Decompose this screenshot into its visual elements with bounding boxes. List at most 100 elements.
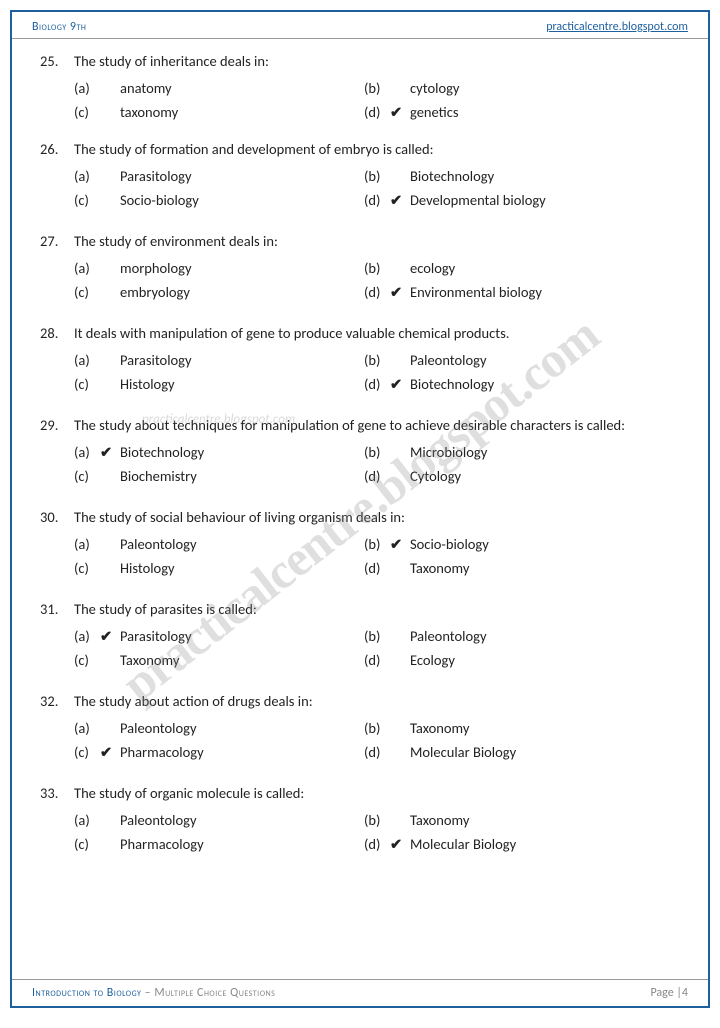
option-b: (b)Taxonomy (364, 718, 680, 739)
question: 29.The study about techniques for manipu… (40, 415, 680, 487)
option-a: (a)Paleontology (74, 810, 364, 831)
question: 30.The study of social behaviour of livi… (40, 507, 680, 579)
option-text: Parasitology (120, 626, 192, 647)
question-text: The study of inheritance deals in: (74, 51, 680, 72)
footer: Introduction to Biology – Multiple Choic… (12, 979, 708, 1006)
option-text: morphology (120, 258, 192, 279)
option-a: (a)anatomy (74, 78, 364, 99)
option-c: (c)Histology (74, 558, 364, 579)
question-text: The study of parasites is called: (74, 599, 680, 620)
option-b: (b)cytology (364, 78, 680, 99)
option-c: (c)✔Pharmacology (74, 742, 364, 763)
question-text: It deals with manipulation of gene to pr… (74, 323, 680, 344)
option-text: Socio-biology (120, 190, 199, 211)
option-b: (b)Biotechnology (364, 166, 680, 187)
option-d: (d)✔Environmental biology (364, 282, 680, 303)
question: 33.The study of organic molecule is call… (40, 783, 680, 855)
check-icon: ✔ (100, 442, 120, 463)
question: 26.The study of formation and developmen… (40, 139, 680, 211)
question-number: 32. (40, 691, 74, 712)
option-text: ecology (410, 258, 455, 279)
option-text: Biochemistry (120, 466, 197, 487)
option-text: Molecular Biology (410, 742, 516, 763)
option-text: embryology (120, 282, 190, 303)
option-text: Taxonomy (120, 650, 179, 671)
option-text: cytology (410, 78, 460, 99)
question-number: 29. (40, 415, 74, 436)
option-b: (b)Paleontology (364, 350, 680, 371)
option-a: (a)Parasitology (74, 350, 364, 371)
option-text: Ecology (410, 650, 455, 671)
option-a: (a)morphology (74, 258, 364, 279)
question-text: The study of organic molecule is called: (74, 783, 680, 804)
question-number: 33. (40, 783, 74, 804)
question-text: The study of environment deals in: (74, 231, 680, 252)
header-right: practicalcentre.blogspot.com (546, 20, 688, 34)
option-text: Biotechnology (120, 442, 204, 463)
question-number: 26. (40, 139, 74, 160)
check-icon: ✔ (390, 534, 410, 555)
header-left: Biology 9th (32, 20, 86, 34)
option-d: (d)Cytology (364, 466, 680, 487)
check-icon: ✔ (390, 190, 410, 211)
option-a: (a)✔Biotechnology (74, 442, 364, 463)
option-c: (c)Biochemistry (74, 466, 364, 487)
check-icon: ✔ (390, 282, 410, 303)
option-d: (d)Taxonomy (364, 558, 680, 579)
footer-left: Introduction to Biology – Multiple Choic… (32, 986, 275, 1000)
option-text: anatomy (120, 78, 172, 99)
option-text: Biotechnology (410, 166, 494, 187)
check-icon: ✔ (100, 626, 120, 647)
option-text: Paleontology (410, 350, 487, 371)
option-d: (d)✔Molecular Biology (364, 834, 680, 855)
check-icon: ✔ (390, 374, 410, 395)
check-icon: ✔ (390, 834, 410, 855)
option-text: Socio-biology (410, 534, 489, 555)
option-d: (d)Ecology (364, 650, 680, 671)
option-text: Cytology (410, 466, 461, 487)
question-number: 25. (40, 51, 74, 72)
option-c: (c)Pharmacology (74, 834, 364, 855)
option-text: Parasitology (120, 166, 192, 187)
option-text: Microbiology (410, 442, 487, 463)
option-d: (d)✔Biotechnology (364, 374, 680, 395)
option-text: Taxonomy (410, 558, 469, 579)
header: Biology 9th practicalcentre.blogspot.com (12, 12, 708, 39)
option-c: (c)Histology (74, 374, 364, 395)
question: 31.The study of parasites is called:(a)✔… (40, 599, 680, 671)
question-text: The study of social behaviour of living … (74, 507, 680, 528)
page-frame: practicalcentre.blogspot.com practicalce… (10, 10, 710, 1008)
question: 32.The study about action of drugs deals… (40, 691, 680, 763)
option-text: Histology (120, 374, 175, 395)
option-text: Paleontology (410, 626, 487, 647)
option-c: (c)Socio-biology (74, 190, 364, 211)
question-text: The study about action of drugs deals in… (74, 691, 680, 712)
option-text: Paleontology (120, 718, 197, 739)
option-text: Developmental biology (410, 190, 546, 211)
option-b: (b)Microbiology (364, 442, 680, 463)
option-d: (d)✔Developmental biology (364, 190, 680, 211)
question-number: 30. (40, 507, 74, 528)
footer-page: Page |4 (650, 986, 688, 1000)
question-number: 31. (40, 599, 74, 620)
option-d: (d)✔genetics (364, 102, 680, 123)
question-number: 28. (40, 323, 74, 344)
question-text: The study about techniques for manipulat… (74, 415, 680, 436)
option-b: (b)ecology (364, 258, 680, 279)
option-b: (b)✔Socio-biology (364, 534, 680, 555)
option-text: Taxonomy (410, 718, 469, 739)
option-d: (d)Molecular Biology (364, 742, 680, 763)
option-b: (b)Paleontology (364, 626, 680, 647)
option-text: Pharmacology (120, 742, 204, 763)
content-area: 25.The study of inheritance deals in: (a)… (12, 39, 708, 855)
check-icon: ✔ (390, 102, 410, 123)
question-text: The study of formation and development o… (74, 139, 680, 160)
option-c: (c)taxonomy (74, 102, 364, 123)
option-text: Paleontology (120, 534, 197, 555)
option-text: Molecular Biology (410, 834, 516, 855)
option-text: Environmental biology (410, 282, 542, 303)
question: 25.The study of inheritance deals in: (a)… (40, 51, 680, 123)
question: 27.The study of environment deals in:(a)… (40, 231, 680, 303)
option-text: Taxonomy (410, 810, 469, 831)
option-a: (a)Paleontology (74, 534, 364, 555)
